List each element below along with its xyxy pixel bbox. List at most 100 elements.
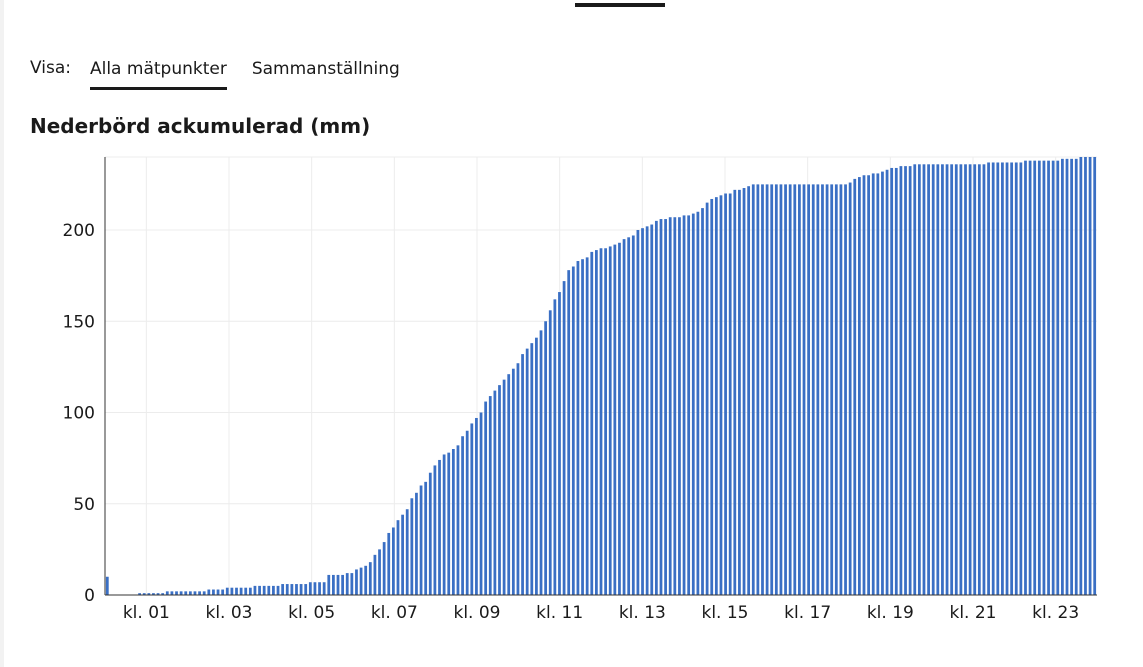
bar <box>650 224 654 595</box>
bar <box>885 169 889 595</box>
bar <box>202 591 206 595</box>
bar <box>511 368 515 595</box>
bar <box>221 589 225 595</box>
bar <box>235 587 238 595</box>
bar <box>599 248 603 595</box>
bar <box>1042 160 1046 595</box>
bar <box>941 164 944 596</box>
bar <box>917 164 921 596</box>
x-tick-label: kl. 13 <box>619 603 666 623</box>
bar <box>608 246 612 596</box>
bar <box>184 591 188 595</box>
x-tick-label: kl. 23 <box>1032 603 1079 623</box>
bar <box>987 162 990 595</box>
bar <box>475 417 478 595</box>
bar <box>267 585 271 595</box>
bar <box>571 266 575 595</box>
bar <box>664 219 667 596</box>
bar <box>673 217 677 595</box>
bar <box>1024 160 1027 595</box>
bar <box>1074 158 1078 595</box>
bar <box>968 164 972 596</box>
bar <box>719 195 723 595</box>
bar <box>415 492 418 595</box>
bar <box>562 281 566 595</box>
y-tick-label: 100 <box>63 404 95 424</box>
bar <box>798 184 801 595</box>
bar <box>784 184 787 595</box>
x-tick-label: kl. 07 <box>371 603 418 623</box>
bar <box>876 173 880 596</box>
bar <box>825 184 829 595</box>
bar <box>899 166 903 595</box>
bar <box>1033 160 1037 595</box>
bar <box>936 164 940 596</box>
view-selector: Visa: Alla mätpunkter Sammanställning <box>30 56 425 90</box>
bar <box>548 310 552 595</box>
bar <box>821 184 824 595</box>
x-tick-label: kl. 05 <box>288 603 335 623</box>
bar <box>525 348 529 595</box>
bar <box>908 166 912 595</box>
bar <box>502 379 506 595</box>
bar <box>927 164 930 596</box>
bar <box>318 582 321 595</box>
bar <box>179 591 183 595</box>
bar <box>862 175 866 595</box>
bar <box>1051 160 1055 595</box>
tab-alla-matpunkter[interactable]: Alla mätpunkter <box>89 56 227 90</box>
bar <box>654 220 658 595</box>
bar <box>871 173 875 596</box>
bar <box>738 189 741 595</box>
bar <box>175 591 178 595</box>
tab-sammanstallning[interactable]: Sammanställning <box>252 56 400 87</box>
bar <box>424 481 428 595</box>
bar <box>410 498 414 595</box>
bar <box>950 164 954 596</box>
bar <box>728 193 732 595</box>
bar <box>691 213 695 595</box>
bar <box>788 184 792 595</box>
bar <box>438 459 441 595</box>
bar <box>668 217 672 595</box>
bar <box>396 520 400 595</box>
x-tick-label: kl. 19 <box>867 603 914 623</box>
x-tick-label: kl. 09 <box>453 603 500 623</box>
bar <box>304 584 308 595</box>
bar <box>488 396 492 595</box>
bar <box>585 257 589 595</box>
bar <box>299 584 303 595</box>
y-tick-label: 200 <box>63 221 95 241</box>
bar <box>313 582 317 595</box>
bar <box>147 593 151 595</box>
bar <box>733 189 737 595</box>
bar <box>894 167 898 595</box>
bar <box>705 202 709 595</box>
bar <box>368 562 372 595</box>
bar <box>207 589 211 595</box>
bar <box>959 164 963 596</box>
bar <box>332 574 335 595</box>
bar <box>1084 157 1087 595</box>
bar <box>853 178 857 595</box>
bar <box>295 584 298 595</box>
bar <box>521 354 524 595</box>
bar <box>1079 157 1083 595</box>
bar <box>844 184 847 595</box>
bar <box>687 215 691 595</box>
bar <box>193 591 197 595</box>
bar <box>558 292 561 595</box>
bar <box>770 184 774 595</box>
bar <box>922 164 926 596</box>
bar <box>913 164 917 596</box>
bar <box>834 184 838 595</box>
bar <box>341 574 345 595</box>
bar <box>470 423 474 595</box>
bar <box>779 184 783 595</box>
bar <box>479 412 483 595</box>
bar <box>839 184 843 595</box>
bar <box>567 270 571 595</box>
bar <box>793 184 797 595</box>
bar <box>216 589 220 595</box>
bar <box>281 584 285 595</box>
